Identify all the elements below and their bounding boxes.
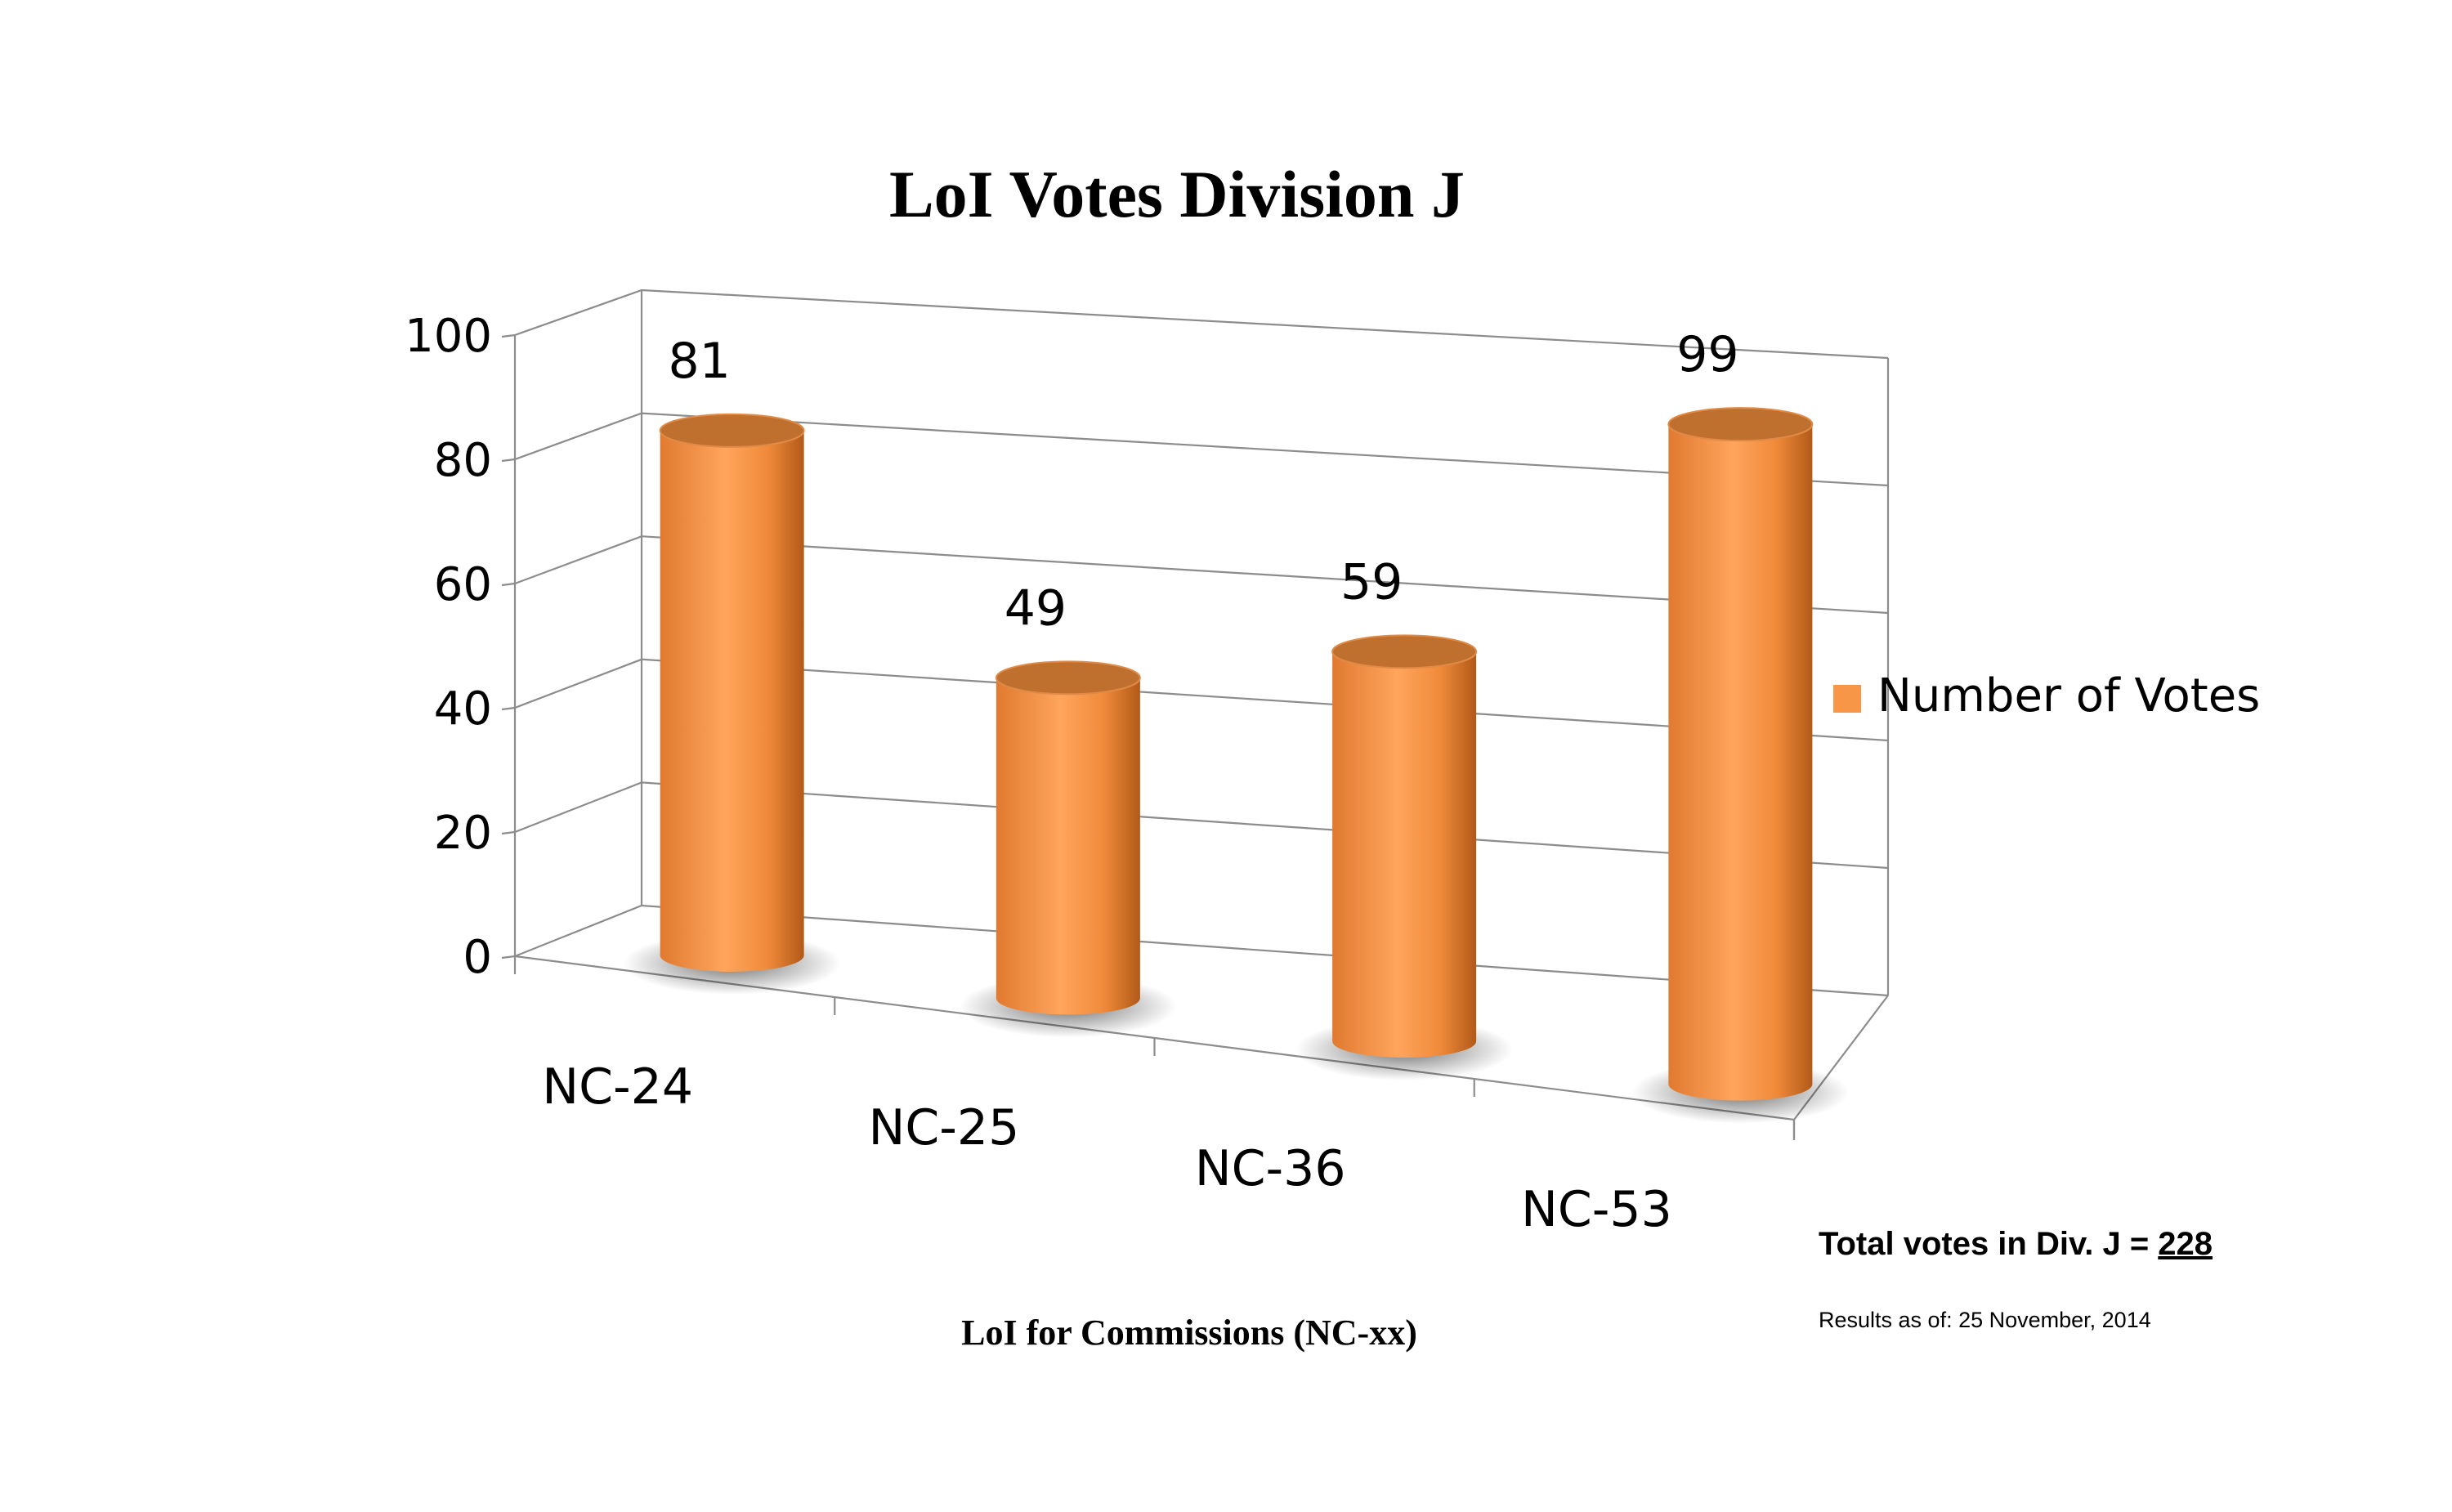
x-tick-label: NC-53 <box>1521 1181 1672 1238</box>
data-label: 59 <box>1340 553 1403 611</box>
bars <box>623 407 1850 1124</box>
bar-cylinder <box>959 660 1177 1038</box>
y-tick-mark <box>501 830 516 835</box>
x-tick-label: NC-24 <box>542 1058 693 1116</box>
bar-top <box>1667 407 1814 442</box>
bar-body <box>660 430 804 972</box>
bar-top <box>1331 634 1478 669</box>
bar-body <box>996 678 1140 1015</box>
y-tick-label: 20 <box>434 807 492 860</box>
bar-top <box>995 660 1141 696</box>
y-tick-mark <box>501 582 516 587</box>
y-tick-label: 80 <box>434 434 492 487</box>
x-tick-label: NC-25 <box>868 1099 1019 1156</box>
data-label: 81 <box>668 333 730 390</box>
chart-title: LoI Votes Division J <box>889 157 1465 231</box>
legend-swatch <box>1833 685 1861 713</box>
y-tick-label: 100 <box>405 310 492 363</box>
y-tick-labels: 0 20 40 60 80 100 <box>405 310 492 984</box>
y-tick-mark <box>501 333 516 338</box>
total-votes-label: Total votes in Div. J = <box>1819 1226 2159 1262</box>
y-tick-mark <box>501 458 516 463</box>
data-labels: 81 49 59 99 <box>668 326 1738 637</box>
data-label: 49 <box>1005 579 1067 637</box>
bar-top <box>659 413 805 448</box>
x-axis-title: LoI for Commissions (NC-xx) <box>961 1313 1417 1353</box>
data-label: 99 <box>1676 326 1738 383</box>
axis-layer <box>513 290 1890 1140</box>
y-tick-mark <box>501 706 516 711</box>
y-tick-mark <box>501 955 516 960</box>
legend[interactable]: Number of Votes <box>1833 669 2260 722</box>
total-votes-note: Total votes in Div. J = 228 <box>1819 1226 2213 1263</box>
bar-body <box>1668 424 1813 1101</box>
legend-label: Number of Votes <box>1877 669 2260 722</box>
bar-cylinder <box>1631 407 1850 1124</box>
bar-body <box>1332 651 1477 1058</box>
bar-cylinder <box>1295 634 1514 1081</box>
total-votes-value: 228 <box>2158 1226 2213 1262</box>
x-tick-labels: NC-24 NC-25 NC-36 NC-53 <box>542 1058 1672 1238</box>
x-tick-label: NC-36 <box>1195 1140 1346 1197</box>
y-tick-label: 40 <box>434 682 492 736</box>
results-date: Results as of: 25 November, 2014 <box>1819 1308 2151 1332</box>
bar-cylinder <box>623 413 841 995</box>
y-tick-label: 0 <box>463 931 492 984</box>
y-tick-label: 60 <box>434 558 492 611</box>
